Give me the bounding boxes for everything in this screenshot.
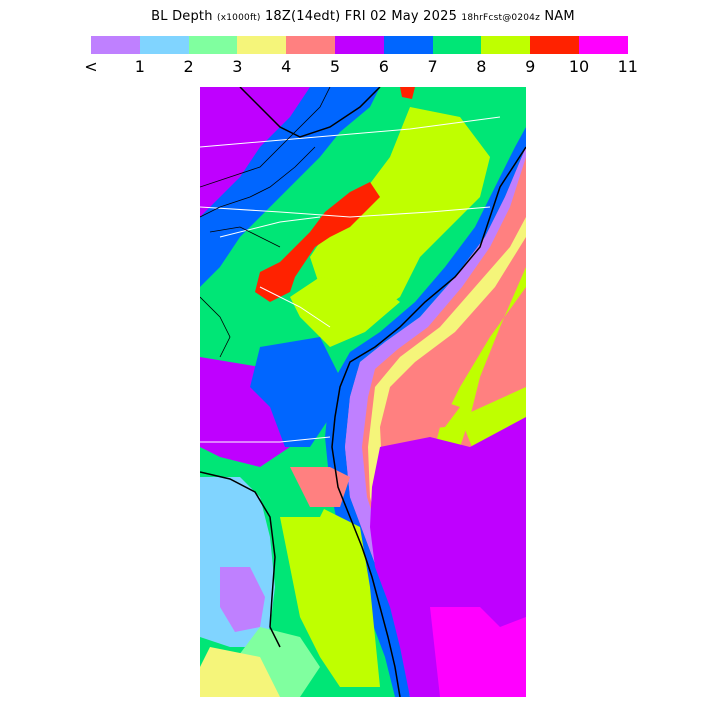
legend-label: 3 <box>232 57 243 76</box>
legend-swatch <box>578 36 628 54</box>
region-fill <box>290 277 400 347</box>
title-forecast: 18hrFcst@0204z <box>461 13 541 23</box>
title-valid: 18Z(14edt) <box>264 9 341 24</box>
map-canvas <box>200 87 526 697</box>
legend-swatch <box>286 36 335 54</box>
legend-swatch <box>432 36 482 54</box>
legend-swatch <box>188 36 238 54</box>
bl-depth-map <box>200 87 526 697</box>
legend-label: 6 <box>378 57 389 76</box>
legend-label: 1 <box>134 57 145 76</box>
region-fill <box>220 567 265 632</box>
region-fill <box>200 87 526 697</box>
region-fill <box>200 647 280 697</box>
region-fill <box>400 87 415 99</box>
state-boundaries <box>200 116 501 443</box>
region-fill <box>325 127 526 697</box>
legend-label: 5 <box>329 57 341 76</box>
map-title: BL Depth (x1000ft) 18Z(14edt) FRI 02 May… <box>0 9 726 24</box>
title-field: BL Depth <box>151 9 213 24</box>
region-fill <box>280 507 380 687</box>
title-model: NAM <box>544 9 575 24</box>
region-fill <box>430 607 526 697</box>
region-fill <box>290 467 350 507</box>
color-legend-labels: <1 2 3 4 5 6 7 8 9 10 11 <box>0 57 726 77</box>
legend-label: 4 <box>281 57 292 76</box>
legend-swatch <box>383 36 433 54</box>
region-fill <box>345 147 526 697</box>
region-fill <box>310 107 490 317</box>
legend-swatch <box>237 36 287 54</box>
region-fill <box>386 397 460 432</box>
color-legend-bar <box>91 36 628 54</box>
region-fill <box>255 182 380 302</box>
title-units: (x1000ft) <box>217 13 261 23</box>
terrain-contours <box>200 87 331 358</box>
legend-label: < <box>84 57 98 76</box>
legend-swatch <box>481 36 531 54</box>
legend-label: 9 <box>525 57 536 76</box>
region-fill <box>250 337 340 447</box>
legend-label: 7 <box>427 57 438 76</box>
title-date: 02 May 2025 <box>370 9 458 24</box>
legend-label: 2 <box>183 57 194 76</box>
legend-label: 11 <box>617 57 638 76</box>
legend-label: 8 <box>476 57 487 76</box>
region-fill <box>200 87 310 217</box>
legend-swatch <box>139 36 189 54</box>
coastline <box>200 87 526 697</box>
title-day: FRI <box>344 9 366 24</box>
legend-label: 10 <box>568 57 590 76</box>
legend-swatch <box>530 36 579 54</box>
legend-swatch <box>334 36 384 54</box>
legend-swatch <box>91 36 140 54</box>
region-fill <box>430 267 526 477</box>
